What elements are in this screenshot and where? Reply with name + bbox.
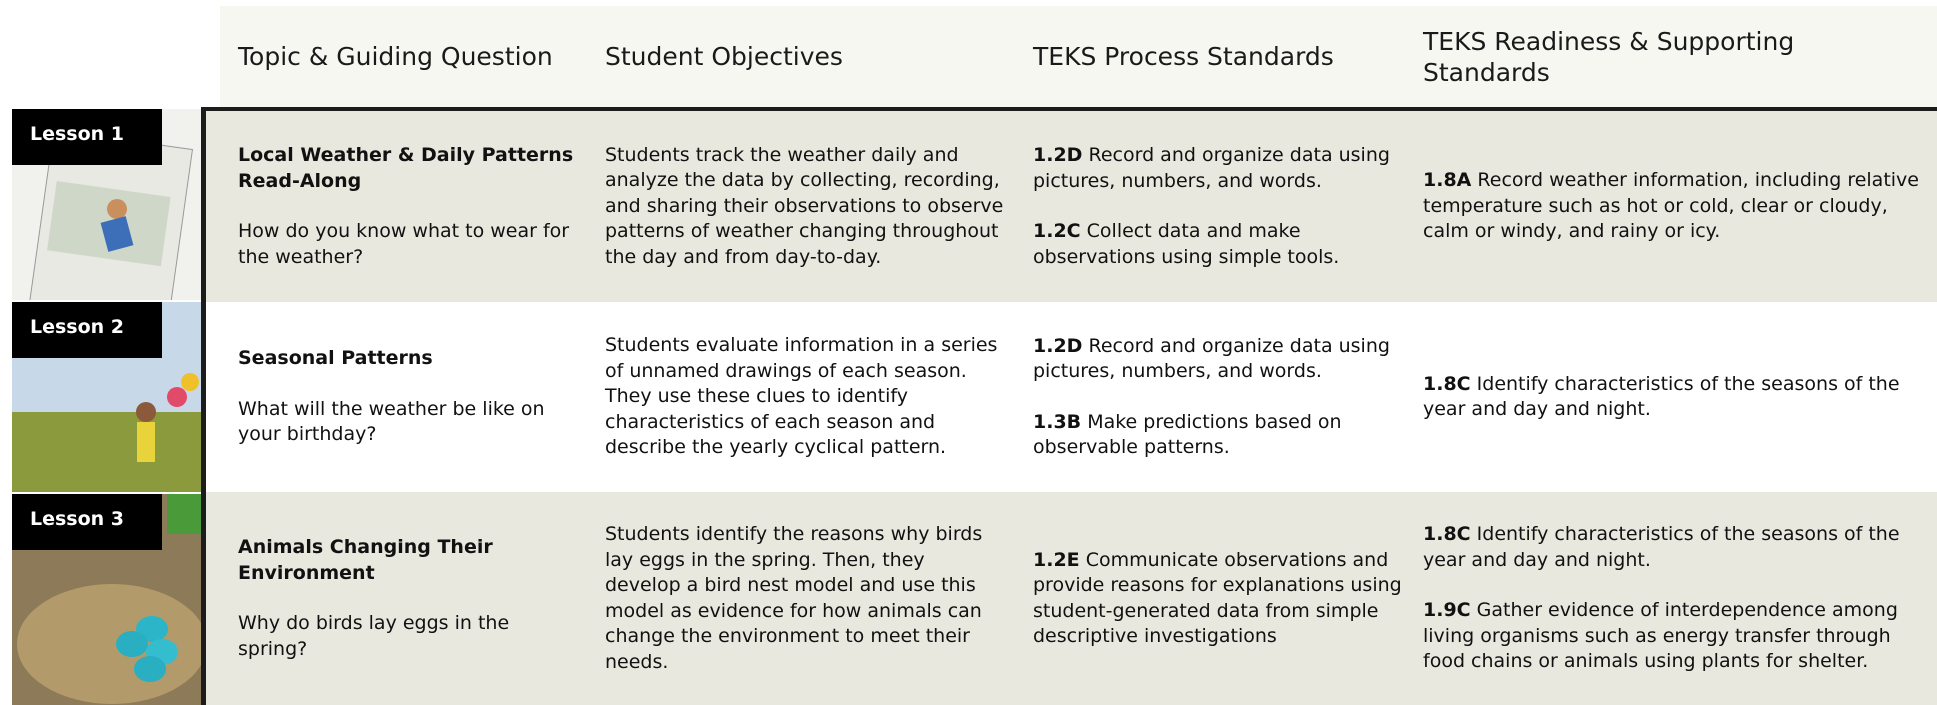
lesson-title: Seasonal Patterns xyxy=(238,347,433,370)
table-frame xyxy=(201,107,1937,705)
lesson-label: Lesson 1 xyxy=(12,109,163,165)
table-row: Seasonal Patterns What will the weather b… xyxy=(206,302,1937,492)
spacer xyxy=(1033,194,1413,219)
standard-text: Make predictions based on observable pat… xyxy=(1033,410,1342,459)
standard: 1.3B Make predictions based on observabl… xyxy=(1033,410,1413,461)
guiding-question: How do you know what to wear for the wea… xyxy=(238,220,570,268)
column-header: TEKS Readiness & Supporting Standards xyxy=(1423,26,1795,87)
lesson-label: Lesson 2 xyxy=(12,302,163,358)
standard: 1.2D Record and organize data using pict… xyxy=(1033,334,1413,385)
spacer xyxy=(1423,573,1923,598)
standard: 1.2D Record and organize data using pict… xyxy=(1033,143,1413,194)
objectives: Students evaluate information in a serie… xyxy=(605,334,998,459)
standard-text: Collect data and make observations using… xyxy=(1033,220,1340,268)
standard: 1.2E Communicate observations and provid… xyxy=(1033,548,1413,650)
table-row: Animals Changing Their Environment Why do… xyxy=(206,492,1937,705)
standard-code: 1.3B xyxy=(1033,410,1082,433)
standard: 1.9C Gather evidence of interdependence … xyxy=(1423,598,1923,675)
standard-code: 1.2C xyxy=(1033,220,1081,242)
standard: 1.8C Identify characteristics of the sea… xyxy=(1423,372,1923,423)
lesson-title: Animals Changing Their Environment xyxy=(238,536,493,584)
column-header: Student Objectives xyxy=(605,42,843,71)
standard: 1.2C Collect data and make observations … xyxy=(1033,219,1413,270)
guiding-question: Why do birds lay eggs in the spring? xyxy=(238,612,510,660)
table-cell: Animals Changing Their Environment Why do… xyxy=(238,492,578,705)
table-cell: 1.2D Record and organize data using pict… xyxy=(1033,111,1413,302)
table-cell: 1.8A Record weather information, includi… xyxy=(1423,111,1923,302)
standard-text: Record and organize data using pictures,… xyxy=(1033,144,1390,192)
column-header: Topic & Guiding Question xyxy=(238,42,553,71)
objectives: Students identify the reasons why birds … xyxy=(605,523,983,673)
standard-code: 1.2D xyxy=(1033,144,1083,166)
standard: 1.8A Record weather information, includi… xyxy=(1423,168,1923,245)
standard-text: Communicate observations and provide rea… xyxy=(1033,548,1402,648)
standard-text: Gather evidence of interdependence among… xyxy=(1423,599,1898,673)
table-cell: Students track the weather daily and ana… xyxy=(605,111,1005,302)
standard-code: 1.9C xyxy=(1423,599,1471,622)
table-cell: Students identify the reasons why birds … xyxy=(605,492,1005,705)
standard-text: Record and organize data using pictures,… xyxy=(1033,334,1390,383)
standard-code: 1.8A xyxy=(1423,169,1472,192)
table-cell: 1.2E Communicate observations and provid… xyxy=(1033,492,1413,705)
nest-photo xyxy=(17,494,201,704)
column-header: TEKS Process Standards xyxy=(1033,42,1334,71)
table-cell: Students evaluate information in a serie… xyxy=(605,302,1005,492)
spacer xyxy=(1033,385,1413,410)
table-cell: 1.8C Identify characteristics of the sea… xyxy=(1423,492,1923,705)
objectives: Students track the weather daily and ana… xyxy=(605,143,1004,268)
standard-code: 1.2D xyxy=(1033,334,1083,357)
table-row: Local Weather & Daily Patterns Read-Alon… xyxy=(206,111,1937,302)
header-bar xyxy=(220,6,1937,107)
guiding-question: What will the weather be like on your bi… xyxy=(238,397,545,446)
table-cell: Local Weather & Daily Patterns Read-Alon… xyxy=(238,111,578,302)
spacer xyxy=(238,372,578,397)
lesson-label: Lesson 3 xyxy=(12,494,163,550)
spacer xyxy=(238,586,578,611)
table-cell: 1.8C Identify characteristics of the sea… xyxy=(1423,302,1923,492)
standard-code: 1.8C xyxy=(1423,523,1471,546)
standard: 1.8C Identify characteristics of the sea… xyxy=(1423,522,1923,573)
standard-text: Record weather information, including re… xyxy=(1423,169,1919,243)
standard-code: 1.8C xyxy=(1423,372,1471,395)
lesson-title: Local Weather & Daily Patterns Read-Alon… xyxy=(238,144,574,192)
table-cell: Seasonal Patterns What will the weather b… xyxy=(238,302,578,492)
standard-code: 1.2E xyxy=(1033,548,1080,571)
table-cell: 1.2D Record and organize data using pict… xyxy=(1033,302,1413,492)
standard-text: Identify characteristics of the seasons … xyxy=(1423,372,1900,421)
spacer xyxy=(238,194,578,219)
book-cover xyxy=(28,129,194,300)
standard-text: Identify characteristics of the seasons … xyxy=(1423,523,1900,571)
